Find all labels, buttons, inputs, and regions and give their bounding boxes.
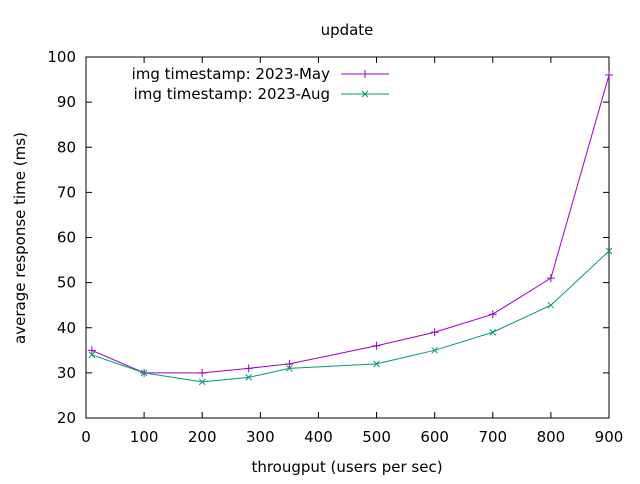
series-line-0 [91,74,610,374]
data-point [373,360,380,368]
data-point [489,328,497,336]
y-tick-label: 70 [57,183,76,201]
x-tick-label: 200 [188,428,217,446]
y-axis-label: average response time (ms) [11,132,29,344]
data-point [286,365,293,372]
chart-title: update [321,21,374,39]
data-point [87,346,96,355]
y-tick-label: 100 [47,48,76,66]
y-tick-label: 20 [57,409,76,427]
data-point [488,310,497,319]
x-tick-label: 800 [537,428,566,446]
data-point [198,378,206,386]
y-tick-label: 60 [57,229,76,247]
plot-border [85,56,610,419]
data-point [88,351,96,359]
series-line-1 [91,250,610,383]
legend-label: img timestamp: 2023-Aug [134,85,330,103]
data-point [547,301,555,309]
x-tick-label: 300 [246,428,275,446]
data-point [198,368,207,377]
y-tick-label: 40 [57,319,76,337]
data-point [245,374,253,381]
legend-label: img timestamp: 2023-May [132,65,331,83]
y-tick-label: 90 [57,93,76,111]
x-tick-label: 100 [130,428,159,446]
data-point [546,274,555,283]
data-point [605,247,613,255]
data-point [244,364,253,373]
data-point [430,328,439,337]
x-tick-label: 600 [420,428,449,446]
data-point [372,341,381,350]
x-tick-label: 700 [478,428,507,446]
y-tick-label: 30 [57,364,76,382]
data-point [605,71,613,80]
x-axis-label: througput (users per sec) [251,458,442,476]
legend-marker [361,90,369,98]
y-tick-label: 80 [57,138,76,156]
data-point [285,359,294,368]
x-tick-label: 900 [595,428,624,446]
data-point [431,346,439,354]
x-tick-label: 400 [304,428,333,446]
y-tick-label: 50 [57,274,76,292]
legend-marker [361,70,369,78]
x-tick-label: 0 [81,428,91,446]
x-tick-label: 500 [362,428,391,446]
data-point [140,369,148,377]
